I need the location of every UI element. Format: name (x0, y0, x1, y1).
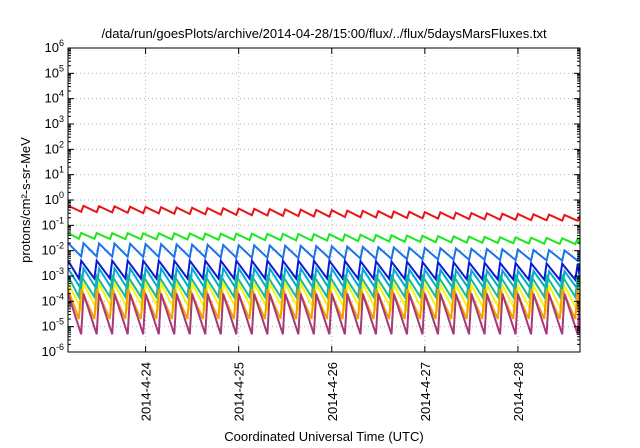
flux-series-line (68, 241, 580, 263)
x-tick-label: 2014-4-27 (418, 362, 433, 421)
x-tick-labels: 2014-4-24 2014-4-25 2014-4-26 2014-4-27 2014… (139, 362, 526, 421)
y-tick-label: 104 (45, 89, 64, 106)
flux-series-line (68, 258, 580, 283)
x-tick-label: 2014-4-24 (139, 362, 154, 421)
y-axis-title: protons/cm²-s-sr-MeV (18, 137, 33, 263)
flux-series-line (68, 293, 580, 335)
y-tick-label: 10-6 (42, 342, 64, 359)
y-tick-labels: 10-6 10-5 10-4 10-3 10-2 10-1 100 101 102 103 104 1… (42, 38, 64, 359)
chart-title: /data/run/goesPlots/archive/2014-04-28/1… (101, 26, 547, 41)
grid-lines (68, 48, 580, 352)
y-tick-label: 102 (45, 139, 64, 156)
flux-series-line (68, 231, 580, 246)
y-tick-label: 100 (45, 190, 64, 207)
y-tick-label: 106 (45, 38, 64, 55)
y-tick-label: 10-1 (42, 215, 64, 232)
y-tick-label: 10-4 (42, 291, 64, 308)
flux-series-line (68, 204, 580, 223)
x-tick-label: 2014-4-28 (511, 362, 526, 421)
axis-ticks (68, 47, 580, 353)
y-tick-label: 10-3 (42, 266, 64, 283)
y-tick-label: 10-2 (42, 241, 64, 258)
series-lines (68, 204, 580, 335)
y-tick-label: 101 (45, 165, 64, 182)
x-axis-title: Coordinated Universal Time (UTC) (224, 429, 423, 444)
x-tick-label: 2014-4-26 (325, 362, 340, 421)
y-tick-label: 105 (45, 63, 64, 80)
x-tick-label: 2014-4-25 (232, 362, 247, 421)
y-tick-label: 10-5 (42, 317, 64, 334)
y-tick-label: 103 (45, 114, 64, 131)
flux-series-line (68, 273, 580, 301)
